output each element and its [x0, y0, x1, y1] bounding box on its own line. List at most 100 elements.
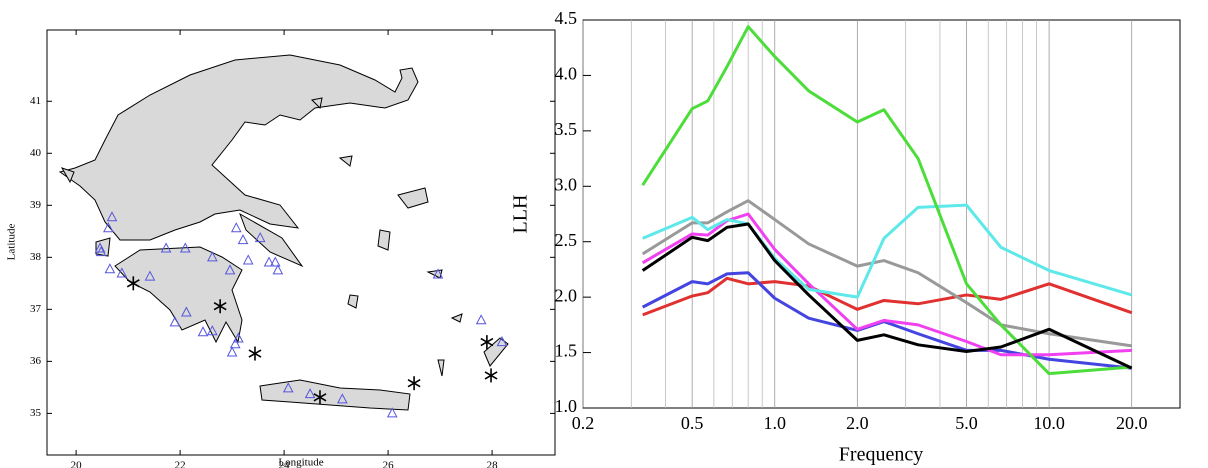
station-marker [197, 326, 209, 337]
limnos [338, 155, 353, 167]
kos [450, 313, 463, 323]
station-marker [269, 256, 281, 267]
station-marker [282, 382, 294, 393]
station-marker [179, 242, 191, 253]
x-tick-label: 5.0 [955, 413, 978, 433]
x-tick-label: 20.0 [1116, 413, 1148, 433]
station-marker [475, 314, 487, 325]
y-tick-label: 4.0 [555, 64, 578, 84]
asterisk-stroke [313, 393, 327, 402]
x-axis-label: Longitude [278, 457, 323, 468]
y-tick-label: 37 [30, 303, 42, 315]
y-tick-label: 2.5 [555, 230, 578, 250]
station-marker [160, 242, 172, 253]
y-tick-label: 40 [30, 147, 42, 159]
asterisk-stroke [126, 279, 140, 288]
x-tick-label: 24 [279, 460, 291, 468]
y-tick-label: 3.5 [555, 119, 578, 139]
station-marker [254, 232, 266, 243]
y-tick-label: 36 [30, 355, 42, 367]
station-marker [144, 270, 156, 281]
lesvos [397, 187, 429, 209]
evia [239, 212, 304, 268]
station-marker [272, 264, 284, 275]
y-tick-label: 4.5 [555, 8, 578, 28]
x-tick-label: 0.5 [681, 413, 704, 433]
station-marker [94, 242, 106, 253]
peloponnese [114, 246, 243, 344]
series-line [641, 25, 1132, 376]
chios [377, 229, 391, 251]
series-line [641, 199, 1132, 348]
asterisk-stroke [213, 302, 227, 311]
land [58, 54, 509, 411]
samos [426, 269, 443, 279]
series-line [641, 212, 1132, 357]
y-tick-label: 2.0 [555, 285, 578, 305]
asterisk-stroke [407, 379, 421, 388]
x-tick-label: 1.0 [764, 413, 787, 433]
station-marker [224, 264, 236, 275]
station-marker [304, 388, 316, 399]
station-marker [169, 316, 181, 327]
station-marker [233, 332, 244, 343]
y-axis-label: LLH [510, 195, 532, 234]
station-marker [230, 222, 242, 233]
y-tick-label: 39 [30, 199, 42, 211]
y-axis-label: Latitude [6, 224, 18, 261]
asterisk-stroke [480, 337, 494, 347]
asterisk-stroke [484, 371, 498, 380]
mainland [58, 54, 419, 241]
x-tick-label: 22 [175, 460, 186, 468]
station-marker [263, 256, 275, 267]
rhodes [483, 337, 509, 367]
event-marker [313, 390, 327, 405]
station-marker [386, 407, 398, 418]
y-tick-label: 38 [30, 251, 42, 263]
event-marker [407, 376, 421, 391]
series-line [641, 271, 1132, 370]
naxos [347, 294, 359, 309]
x-tick-label: 2.0 [846, 413, 869, 433]
station-marker [237, 234, 249, 245]
series-line [641, 222, 1133, 370]
y-tick-label: 35 [30, 407, 42, 419]
y-tick-label: 1.5 [555, 341, 578, 361]
station-marker [106, 211, 118, 222]
crete [259, 379, 411, 411]
station-marker [116, 267, 128, 278]
station-marker [103, 222, 114, 233]
station-marker [181, 306, 192, 317]
karpathos [437, 359, 445, 377]
x-tick-label: 26 [383, 460, 395, 468]
asterisk-stroke [248, 349, 262, 358]
event-marker [126, 276, 140, 291]
station-marker [337, 393, 348, 404]
thasos [310, 97, 323, 110]
y-tick-label: 41 [30, 95, 41, 107]
x-tick-label: 10.0 [1033, 413, 1065, 433]
x-axis-label: Frequency [839, 444, 923, 466]
y-tick-label: 3.0 [555, 174, 578, 194]
event-marker [248, 346, 262, 361]
x-tick-label: 0.2 [572, 413, 595, 433]
station-marker [496, 336, 508, 347]
station-marker [207, 325, 218, 336]
y-tick-label: 1.0 [555, 396, 578, 416]
station-marker [242, 254, 254, 265]
station-marker [207, 251, 218, 262]
event-marker [484, 368, 498, 383]
series-line [642, 276, 1133, 317]
station-marker [229, 338, 241, 349]
series-line [642, 203, 1133, 299]
corfu [60, 167, 75, 184]
station-marker [432, 268, 444, 279]
map-frame [46, 29, 556, 456]
event-marker [480, 335, 494, 350]
station-marker [95, 246, 107, 257]
station-marker [104, 263, 116, 274]
station-marker [226, 346, 238, 357]
event-marker [213, 299, 227, 314]
